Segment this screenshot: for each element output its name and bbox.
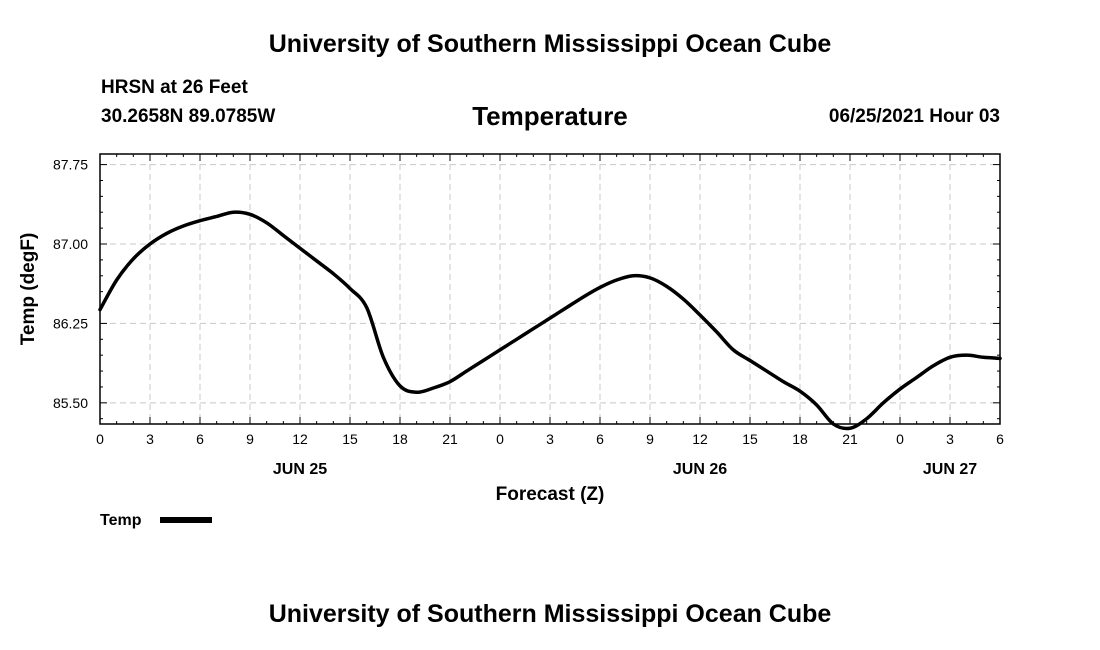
- legend: Temp: [100, 512, 212, 529]
- series-layer: [98, 210, 1002, 431]
- x-tick-label: 6: [196, 431, 204, 447]
- x-tick-label: 0: [96, 431, 104, 447]
- x-tick-label: 6: [596, 431, 604, 447]
- grid-lines: [100, 154, 1000, 424]
- y-tick-label: 86.25: [53, 315, 88, 331]
- x-tick-label: 21: [842, 431, 858, 447]
- y-axis-label: Temp (degF): [18, 233, 39, 346]
- station-coordinates: 30.2658N 89.0785W: [101, 106, 276, 127]
- y-tick-label: 85.50: [53, 395, 88, 411]
- x-tick-label: 12: [292, 431, 308, 447]
- chart-title-text: Temperature: [472, 101, 628, 131]
- x-tick-label: 15: [342, 431, 358, 447]
- y-tick-label: 87.00: [53, 236, 88, 252]
- x-tick-label: 12: [692, 431, 708, 447]
- x-tick-label: 18: [392, 431, 408, 447]
- page-title: University of Southern Mississippi Ocean…: [268, 30, 832, 58]
- date-label: JUN 25: [273, 461, 327, 478]
- x-tick-label: 9: [646, 431, 654, 447]
- axis-labels: 0 3 6 9 12 15 18 21 0 3 6 9 12 15 18 21 0 3 6 85.50 86.25 87.…: [18, 157, 1004, 505]
- x-tick-label: 3: [146, 431, 154, 447]
- x-tick-label: 9: [246, 431, 254, 447]
- x-axis-label: Forecast (Z): [496, 484, 605, 505]
- date-label: JUN 26: [673, 461, 727, 478]
- x-tick-label: 0: [896, 431, 904, 447]
- x-tick-label: 3: [946, 431, 954, 447]
- footer-title: University of Southern Mississippi Ocean…: [268, 600, 832, 628]
- series-line-temp: [98, 210, 1002, 431]
- forecast-time: 06/25/2021 Hour 03: [828, 106, 1000, 127]
- plot-frame: [99, 153, 1001, 425]
- x-tick-label: 3: [546, 431, 554, 447]
- x-tick-label: 21: [442, 431, 458, 447]
- legend-label: Temp: [100, 512, 142, 529]
- station-name: HRSN at 26 Feet: [101, 77, 248, 98]
- y-tick-label: 87.75: [53, 157, 88, 173]
- x-tick-label: 6: [996, 431, 1004, 447]
- chart-title: Temperature: [0, 101, 1100, 132]
- x-tick-label: 0: [496, 431, 504, 447]
- x-tick-label: 18: [792, 431, 808, 447]
- x-tick-label: 15: [742, 431, 758, 447]
- date-label: JUN 27: [923, 461, 977, 478]
